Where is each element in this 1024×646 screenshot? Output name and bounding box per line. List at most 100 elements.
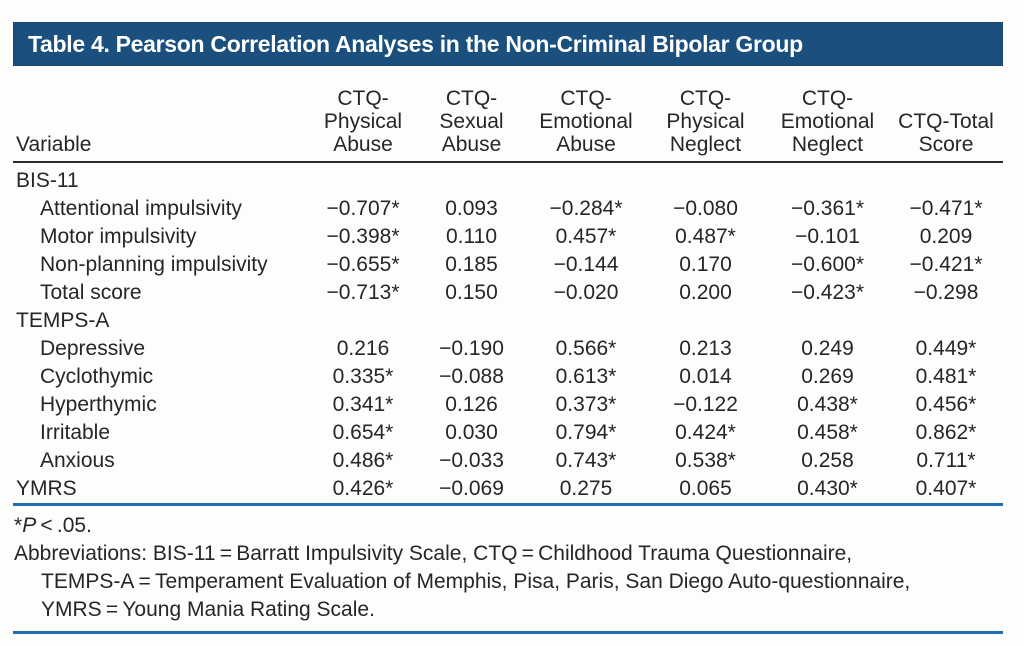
header-line: CTQ- (337, 87, 389, 110)
cell: 0.030 (445, 421, 498, 444)
row-label: BIS-11 (16, 169, 79, 192)
cell (889, 162, 1003, 195)
header-line: Neglect (669, 133, 742, 156)
table-row-cyclothymic: Cyclothymic 0.335* −0.088 0.613* 0.014 0… (13, 363, 1003, 391)
table-title: Table 4. Pearson Correlation Analyses in… (28, 30, 803, 57)
cell: 0.209 (919, 225, 973, 248)
cell: −0.088 (439, 365, 504, 388)
cell: 0.373* (555, 393, 617, 416)
significance-threshold: < .05. (36, 514, 92, 537)
table-footnotes: *P < .05. Abbreviations: BIS-11 = Barrat… (13, 506, 1004, 631)
cell: 0.269 (801, 365, 854, 388)
page-bottom-rule (13, 631, 1003, 634)
cell (527, 307, 645, 335)
table-bottom-rule (13, 503, 1003, 506)
row-label: Total score (40, 281, 142, 304)
cell: −0.122 (673, 393, 738, 416)
cell: −0.190 (439, 337, 504, 360)
cell: 0.200 (679, 281, 732, 304)
column-header-ctq-emotional-neglect: CTQ- Emotional Neglect (766, 87, 889, 162)
cell (310, 307, 416, 335)
cell: 0.862* (915, 421, 977, 444)
table-row-section-temps-a: TEMPS-A (13, 307, 1003, 335)
header-line: Abuse (441, 133, 502, 156)
row-label: Hyperthymic (40, 393, 157, 416)
row-label: Motor impulsivity (40, 225, 197, 248)
cell: 0.170 (679, 253, 732, 276)
table-row-irritable: Irritable 0.654* 0.030 0.794* 0.424* 0.4… (13, 419, 1003, 447)
header-line: Sexual (439, 110, 504, 133)
cell: 0.275 (559, 477, 613, 500)
cell: −0.713* (326, 281, 400, 304)
cell: −0.421* (909, 253, 983, 276)
cell: 0.458* (797, 421, 858, 444)
cell: 0.249 (801, 337, 854, 360)
cell: −0.298 (913, 281, 979, 304)
column-header-ctq-sexual-abuse: CTQ- Sexual Abuse (416, 87, 527, 162)
cell: 0.407* (915, 477, 977, 500)
cell: 0.426* (332, 477, 394, 500)
cell: −0.600* (791, 253, 864, 276)
significance-star: * (14, 514, 23, 537)
cell: −0.423* (791, 281, 864, 304)
cell: 0.456* (915, 393, 977, 416)
header-line: Emotional (780, 110, 875, 133)
cell: −0.020 (553, 281, 619, 304)
header-line: Emotional (539, 110, 633, 133)
cell: −0.361* (791, 197, 864, 220)
cell: 0.014 (679, 365, 732, 388)
row-label: TEMPS-A (16, 309, 110, 332)
column-header-ctq-total-score: CTQ-Total Score (889, 87, 1003, 162)
abbreviations-line-3: YMRS = Young Mania Rating Scale. (41, 598, 375, 621)
cell: −0.101 (795, 225, 860, 248)
cell: 0.110 (446, 225, 497, 248)
cell (889, 307, 1003, 335)
header-line: Neglect (791, 133, 864, 156)
row-label: YMRS (16, 477, 77, 500)
cell: 0.258 (801, 449, 854, 472)
cell: 0.065 (679, 477, 732, 500)
cell: 0.093 (445, 197, 498, 220)
cell (645, 162, 766, 195)
column-header-ctq-emotional-abuse: CTQ- Emotional Abuse (527, 87, 645, 162)
table-row-anxious: Anxious 0.486* −0.033 0.743* 0.538* 0.25… (13, 447, 1003, 475)
cell: −0.655* (326, 253, 400, 276)
cell: 0.486* (332, 449, 394, 472)
significance-p: P (22, 514, 37, 537)
cell: 0.711* (916, 449, 976, 472)
header-line: CTQ- (445, 87, 498, 110)
table-row-nonplanning-impulsivity: Non-planning impulsivity −0.655* 0.185 −… (13, 251, 1003, 279)
cell (416, 162, 527, 195)
cell: −0.471* (909, 197, 983, 220)
cell: 0.538* (675, 449, 736, 472)
row-label: Depressive (40, 337, 146, 360)
header-line: Abuse (556, 133, 616, 156)
cell: 0.424* (675, 421, 736, 444)
cell: −0.080 (673, 197, 738, 220)
cell (645, 307, 766, 335)
cell: −0.284* (549, 197, 623, 220)
significance-note: *P < .05. (14, 512, 1004, 540)
column-header-ctq-physical-neglect: CTQ- Physical Neglect (645, 87, 766, 162)
cell: 0.794* (555, 421, 617, 444)
cell: −0.398* (326, 225, 400, 248)
cell: 0.213 (679, 337, 732, 360)
cell: 0.613* (555, 365, 617, 388)
abbreviations-line-1: Abbreviations: BIS-11 = Barratt Impulsiv… (14, 542, 853, 565)
cell: 0.566* (555, 337, 617, 360)
table-row-hyperthymic: Hyperthymic 0.341* 0.126 0.373* −0.122 0… (13, 391, 1003, 419)
header-line: Physical (666, 110, 745, 133)
table-row-section-bis11: BIS-11 (13, 162, 1003, 195)
cell: 0.481* (915, 365, 977, 388)
header-line: Score (918, 133, 974, 156)
header-line: CTQ- (679, 87, 732, 110)
abbreviations-line-2: TEMPS-A = Temperament Evaluation of Memp… (41, 570, 911, 593)
cell: 0.216 (336, 337, 390, 360)
header-line: CTQ-Total (898, 110, 994, 133)
row-label: Attentional impulsivity (40, 197, 242, 220)
cell: −0.069 (439, 477, 504, 500)
cell: 0.335* (332, 365, 394, 388)
cell: 0.430* (797, 477, 858, 500)
cell (416, 307, 527, 335)
